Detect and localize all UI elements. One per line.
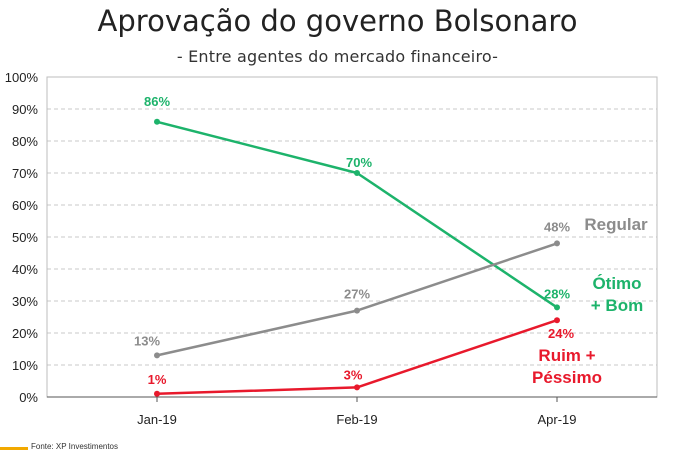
data-label: 24% [548,326,574,341]
y-tick-label: 10% [12,358,38,373]
data-label: 13% [134,333,160,348]
y-tick-label: 0% [19,390,38,405]
series-name-label: + Bom [591,296,643,315]
y-tick-label: 60% [12,198,38,213]
data-point [354,384,360,391]
data-point [154,390,160,397]
data-label: 28% [544,286,570,301]
data-label: 27% [344,287,370,302]
x-tick-label: Feb-19 [336,412,377,427]
footer-accent-bar [0,447,28,450]
data-label: 48% [544,219,570,234]
data-label: 1% [148,372,167,387]
series-line [156,120,558,309]
data-label: 3% [344,367,363,382]
y-tick-label: 50% [12,230,38,245]
data-point [354,170,360,176]
chart-title: Aprovação do governo Bolsonaro [97,4,578,38]
data-point [554,304,560,311]
y-tick-label: 80% [12,134,38,149]
series-name-label: Péssimo [532,368,602,387]
data-point [554,240,560,247]
data-point [354,307,360,314]
y-tick-label: 100% [5,70,39,85]
data-label: 86% [144,94,170,109]
data-point [154,352,160,359]
series-name-label: Regular [584,215,648,234]
data-label: 70% [346,155,372,170]
series-name-label: Ótimo [592,274,641,293]
data-point [154,118,160,125]
data-point [554,317,560,324]
series-line [156,319,558,396]
chart-subtitle: - Entre agentes do mercado financeiro- [176,47,499,66]
x-tick-label: Apr-19 [537,412,576,427]
y-tick-label: 20% [12,326,38,341]
y-tick-label: 90% [12,102,38,117]
y-tick-label: 40% [12,262,38,277]
source-note: Fonte: XP Investimentos [31,442,119,451]
y-tick-label: 30% [12,294,38,309]
series-name-label: Ruim + [538,346,595,365]
x-tick-label: Jan-19 [137,412,177,427]
y-tick-label: 70% [12,166,38,181]
